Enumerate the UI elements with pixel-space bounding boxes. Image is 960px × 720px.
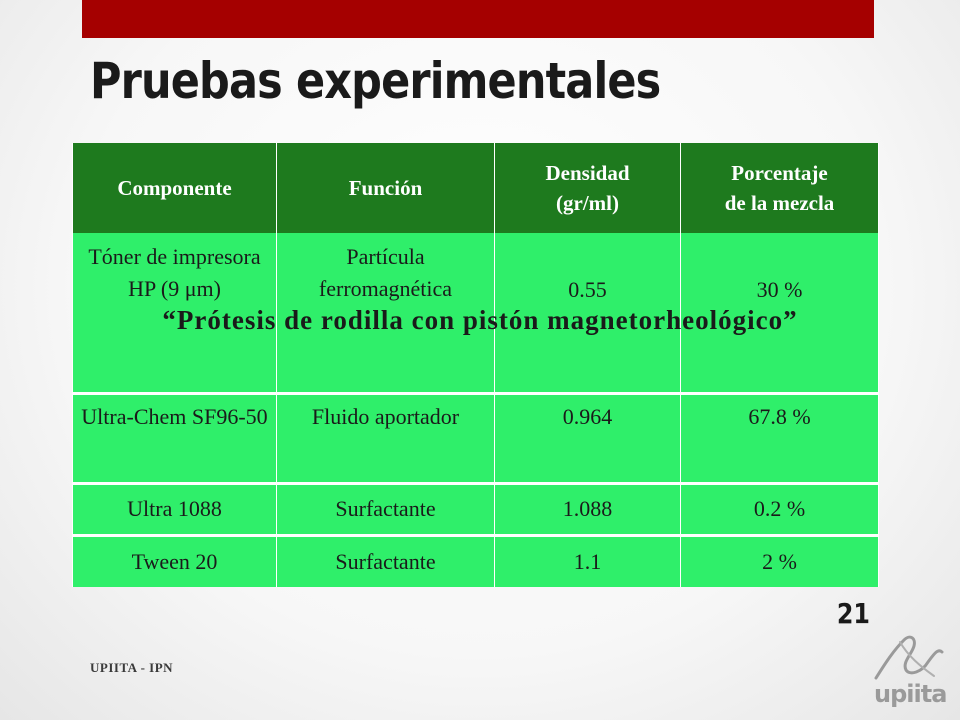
slide-title: Pruebas experimentales [90,52,661,110]
cell-porcentaje: 2 % [680,533,879,587]
header-label: Densidad (gr/ml) [545,160,630,215]
page-number: 21 [836,597,870,630]
cell-densidad: 1.1 [494,533,681,587]
upiita-logo-mark-icon [874,635,944,680]
table-row: Tóner de impresora HP (9 μm) Partícula f… [72,233,879,393]
table-row: Ultra-Chem SF96-50 Fluido aportador 0.96… [72,391,879,483]
header-densidad: Densidad (gr/ml) [494,143,681,233]
cell-porcentaje: 0.2 % [680,481,879,535]
cell-funcion: Fluido aportador [276,391,495,483]
table-row: Tween 20 Surfactante 1.1 2 % [72,533,879,587]
header-porcentaje: Porcentaje de la mezcla [680,143,879,233]
header-componente: Componente [72,143,277,233]
cell-funcion: Surfactante [276,481,495,535]
cell-funcion: Partícula ferromagnética [276,233,495,393]
cell-densidad: 0.55 [494,233,681,393]
footer-institution: UPIITA - IPN [90,660,174,675]
cell-densidad: 1.088 [494,481,681,535]
header-label: Componente [117,175,232,200]
table-header-row: Componente Función Densidad (gr/ml) Porc… [72,143,879,233]
header-label: Función [348,175,423,200]
cell-componente: Tóner de impresora HP (9 μm) [72,233,277,393]
cell-componente: Ultra 1088 [72,481,277,535]
cell-componente: Tween 20 [72,533,277,587]
upiita-logo: upiita [872,632,947,712]
cell-funcion: Surfactante [276,533,495,587]
cell-porcentaje: 67.8 % [680,391,879,483]
project-title-overlay: “Prótesis de rodilla con pistón magnetor… [162,305,798,335]
cell-porcentaje: 30 % [680,233,879,393]
cell-componente: Ultra-Chem SF96-50 [72,391,277,483]
top-accent-bar [82,0,874,38]
header-label: Porcentaje de la mezcla [724,160,835,215]
cell-densidad: 0.964 [494,391,681,483]
table-row: Ultra 1088 Surfactante 1.088 0.2 % [72,481,879,535]
header-funcion: Función [276,143,495,233]
components-table: Componente Función Densidad (gr/ml) Porc… [72,143,879,587]
logo-wordmark: upiita [874,680,947,708]
